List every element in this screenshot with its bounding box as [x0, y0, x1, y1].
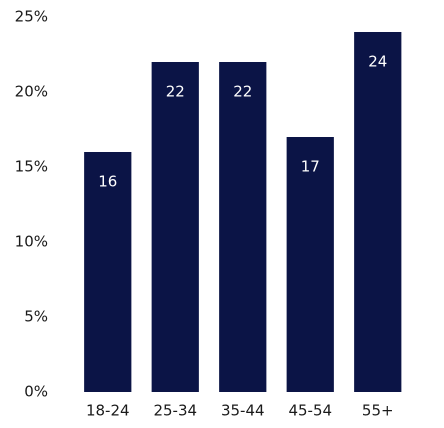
bar: [219, 62, 267, 392]
y-tick-label: 10%: [15, 233, 48, 251]
y-tick-label: 20%: [15, 83, 48, 101]
bar: [286, 137, 334, 392]
y-tick-label: 5%: [24, 308, 48, 326]
bar: [84, 152, 132, 392]
value-label: 16: [98, 173, 117, 191]
value-label: 22: [166, 83, 185, 101]
x-tick-label: 25-34: [153, 402, 197, 420]
bar: [151, 62, 199, 392]
y-tick-label: 15%: [15, 158, 48, 176]
x-tick-label: 35-44: [221, 402, 265, 420]
value-label: 24: [368, 53, 387, 71]
value-label: 17: [301, 158, 320, 176]
x-tick-label: 45-54: [288, 402, 332, 420]
y-tick-label: 0%: [24, 383, 48, 401]
bar: [354, 32, 402, 392]
y-tick-label: 25%: [15, 8, 48, 26]
value-label: 22: [233, 83, 252, 101]
x-tick-label: 55+: [362, 402, 394, 420]
x-tick-label: 18-24: [86, 402, 130, 420]
